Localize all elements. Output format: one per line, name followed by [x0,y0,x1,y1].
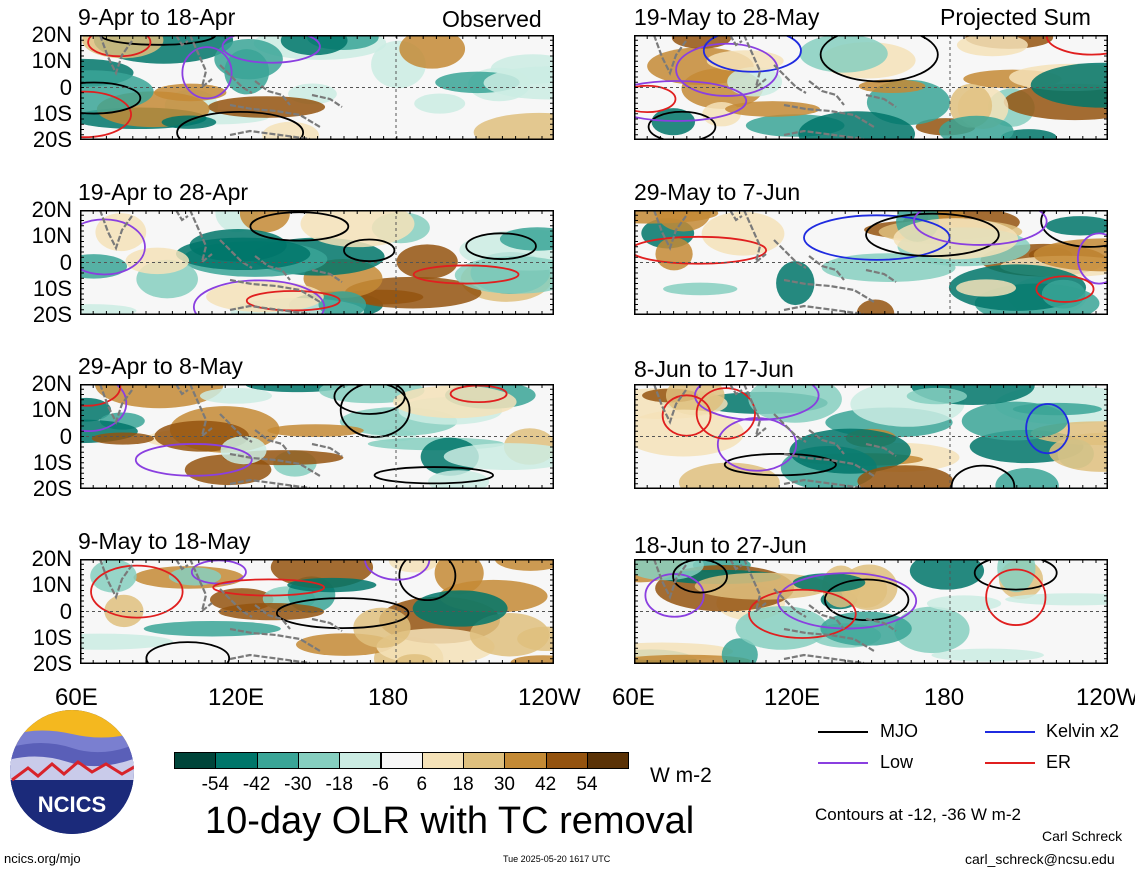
lat-label-row2-0: 0 [59,249,72,275]
lon-label-120w-right: 120W [1076,684,1135,711]
legend-kelvin-line [985,731,1035,733]
colorbar-swatch [421,752,465,769]
logo-text: NCICS [38,792,106,817]
lon-label-60e-left: 60E [55,684,98,711]
lat-label-row4-20s: 20S [32,651,72,676]
lat-label-row1-0: 0 [59,74,72,100]
colorbar-swatch [463,752,506,769]
map-panel-1 [80,35,554,140]
colorbar-level-label: -54 [201,774,230,795]
colorbar-level-label: 6 [416,774,428,795]
panel-title-5: 19-May to 28-May [634,4,820,30]
lon-label-120w-left: 120W [518,684,581,711]
colorbar-swatch [215,752,258,769]
map-panel-2 [80,210,554,315]
timestamp: Tue 2025-05-20 1617 UTC [503,854,611,864]
panel-title-2: 19-Apr to 28-Apr [78,179,249,205]
panel-tag-projected: Projected Sum [940,4,1091,30]
lat-label-row1-20s: 20S [32,127,72,152]
map-panel-8 [634,559,1108,664]
lat-label-row1-20n: 20N [31,22,72,47]
lat-label-row2-20n: 20N [31,197,72,222]
contour-note: Contours at -12, -36 W m-2 [815,805,1021,824]
colorbar-level-label: 18 [452,774,474,795]
lon-label-180-right: 180 [924,684,965,711]
panel-title-1: 9-Apr to 18-Apr [78,4,236,30]
lat-label-row3-20s: 20S [32,476,72,501]
lat-label-row1-10n: 10N [31,48,72,74]
colorbar-swatch [256,752,299,769]
lat-label-row2-10n: 10N [31,223,72,249]
colorbar-swatch [339,752,382,769]
ncics-logo: NCICS [10,710,134,834]
colorbar-level-label: 30 [493,774,515,795]
panel-title-6: 29-May to 7-Jun [634,179,801,205]
legend-low-label: Low [880,752,914,772]
panel-title-8: 18-Jun to 27-Jun [634,532,807,558]
colorbar-swatch [504,752,547,769]
lat-label-row3-0: 0 [59,423,72,449]
author-email: carl_schreck@ncsu.edu [965,851,1115,867]
lat-label-row3-10s: 10S [32,449,72,475]
legend-er-label: ER [1046,752,1072,772]
lon-label-180-left: 180 [368,684,409,711]
colorbar-level-label: 42 [535,774,557,795]
colorbar-swatch [545,752,588,769]
legend-low-line [818,762,868,764]
legend-er-line [985,762,1035,764]
colorbar-level-label: 54 [576,774,598,795]
colorbar-level-label: -42 [242,774,271,795]
legend-mjo-line [818,731,868,733]
colorbar-swatch [297,752,341,769]
lon-label-120e-left: 120E [208,684,265,711]
lat-label-row2-20s: 20S [32,302,72,327]
legend-kelvin-label: Kelvin x2 [1046,721,1120,741]
panel-title-3: 29-Apr to 8-May [78,353,243,379]
lat-label-row4-10n: 10N [31,572,72,598]
lat-label-row3-20n: 20N [31,371,72,396]
colorbar-unit: W m-2 [650,764,712,787]
colorbar-level-label: -6 [372,774,389,795]
colorbar-swatch [174,752,217,769]
lat-label-row4-0: 0 [59,598,72,624]
lat-label-row1-10s: 10S [32,100,72,126]
main-title: 10-day OLR with TC removal [205,800,695,842]
map-panel-6 [634,210,1108,315]
colorbar-swatch [587,752,630,769]
lat-label-row4-10s: 10S [32,624,72,650]
legend-mjo-label: MJO [880,721,918,741]
site-url: ncics.org/mjo [4,851,81,866]
lat-label-row4-20n: 20N [31,546,72,571]
lon-label-120e-right: 120E [764,684,821,711]
lat-label-row3-10n: 10N [31,397,72,423]
panel-title-7: 8-Jun to 17-Jun [634,356,794,382]
panel-title-4: 9-May to 18-May [78,528,251,554]
map-panel-5 [634,35,1108,140]
map-panel-4 [80,559,554,664]
author-name: Carl Schreck [1042,828,1123,844]
map-panel-3 [80,384,554,489]
colorbar-swatch [380,752,423,769]
panel-tag-observed: Observed [442,6,542,32]
map-panel-7 [634,384,1108,489]
lat-label-row2-10s: 10S [32,275,72,301]
lon-label-60e-right: 60E [612,684,655,711]
colorbar-level-label: -30 [284,774,312,795]
colorbar-level-label: -18 [325,774,353,795]
